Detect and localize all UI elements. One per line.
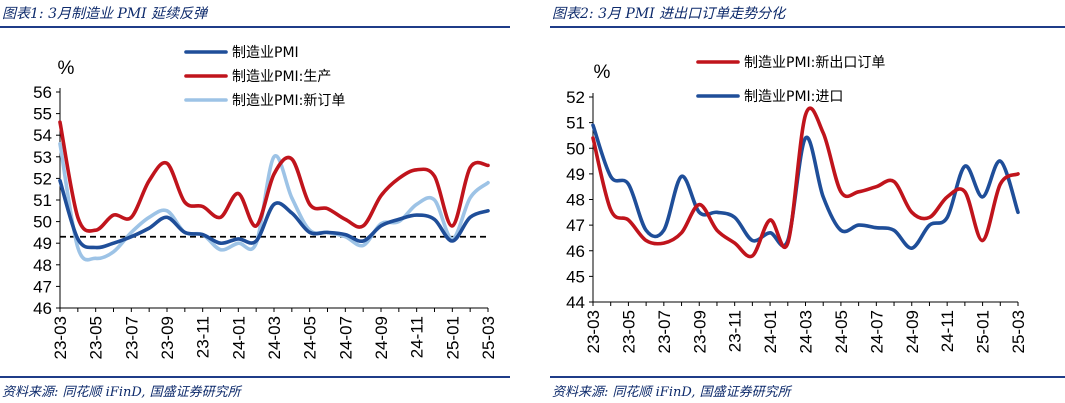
chart-panel-1: 图表1: 3月制造业 PMI 延续反弹 % 46 47 48 49 50 51 52 53 54 5… — [0, 0, 510, 403]
series-line — [58, 120, 490, 233]
legend-label: 制造业PMI:新订单 — [232, 93, 345, 109]
source-rule — [550, 376, 1065, 378]
legend-label: 制造业PMI:新出口订单 — [744, 55, 885, 71]
legend-label: 制造业PMI — [232, 45, 299, 61]
x-tick-label: 24-07 — [336, 316, 355, 359]
y-tick-label: 47 — [33, 277, 52, 296]
series-line — [58, 142, 490, 262]
x-tick-label: 24-05 — [832, 310, 851, 353]
y-tick-label: 48 — [566, 191, 585, 210]
chart-2-plot: % 44 45 46 47 48 49 50 51 52 23-03 23-05 23-07 23-09 2… — [566, 55, 1028, 353]
x-tick-label: 25-03 — [1009, 310, 1028, 353]
y-tick-label: 52 — [566, 88, 585, 107]
chart-panel-2: 图表2: 3月 PMI 进出口订单走势分化 % 44 45 46 47 48 49 50 51 5… — [550, 0, 1065, 403]
y-tick-label: 50 — [566, 139, 585, 158]
legend-label: 制造业PMI:进口 — [744, 89, 843, 105]
y-tick-label: 50 — [33, 213, 52, 232]
y-tick-label: 45 — [566, 267, 585, 286]
y-tick-label: 44 — [566, 293, 585, 312]
y-tick-label: 53 — [33, 148, 52, 167]
x-tick-label: 23-03 — [584, 310, 603, 353]
x-tick-label: 25-01 — [443, 316, 462, 359]
title-rule — [0, 26, 510, 28]
x-tick-label: 24-07 — [867, 310, 886, 353]
title-rule — [550, 26, 1065, 28]
x-tick-label: 23-07 — [655, 310, 674, 353]
series-line — [591, 123, 1020, 250]
x-tick-label: 24-01 — [761, 310, 780, 353]
y-unit-label: % — [594, 62, 611, 83]
y-tick-label: 49 — [566, 165, 585, 184]
x-tick-label: 24-05 — [301, 316, 320, 359]
x-tick-label: 24-01 — [229, 316, 248, 359]
x-tick-label: 24-09 — [903, 310, 922, 353]
x-tick-label: 24-09 — [372, 316, 391, 359]
chart-title: 图表2: 3月 PMI 进出口订单走势分化 — [552, 6, 786, 22]
chart-1-plot: % 46 47 48 49 50 51 52 53 54 55 56 23-03 23-05 23-07 23… — [33, 45, 498, 359]
y-unit-label: % — [58, 58, 75, 79]
y-tick-label: 47 — [566, 216, 585, 235]
legend-label: 制造业PMI:生产 — [232, 69, 331, 85]
x-tick-label: 24-03 — [265, 316, 284, 359]
y-tick-label: 46 — [566, 242, 585, 261]
y-tick-label: 46 — [33, 299, 52, 318]
x-tick-label: 24-03 — [797, 310, 816, 353]
x-tick-label: 23-05 — [619, 310, 638, 353]
x-tick-label: 24-11 — [938, 310, 957, 352]
x-tick-label: 25-01 — [974, 310, 993, 353]
x-tick-label: 23-11 — [726, 310, 745, 352]
source-rule — [0, 376, 510, 378]
y-tick-label: 49 — [33, 234, 52, 253]
chart-source: 资料来源: 同花顺 iFinD, 国盛证券研究所 — [2, 385, 241, 400]
y-tick-label: 51 — [33, 191, 52, 210]
y-tick-label: 51 — [566, 114, 585, 133]
x-tick-label: 24-11 — [408, 316, 427, 358]
x-tick-label: 23-05 — [87, 316, 106, 359]
y-tick-label: 52 — [33, 169, 52, 188]
y-tick-label: 48 — [33, 256, 52, 275]
series-line — [591, 106, 1020, 259]
x-tick-label: 23-11 — [194, 316, 213, 358]
x-tick-label: 23-03 — [51, 316, 70, 359]
chart-source: 资料来源: 同花顺 iFinD, 国盛证券研究所 — [552, 385, 791, 400]
x-tick-label: 23-09 — [158, 316, 177, 359]
y-tick-label: 54 — [33, 126, 52, 145]
y-tick-label: 55 — [33, 105, 52, 124]
x-tick-label: 23-07 — [122, 316, 141, 359]
chart-title: 图表1: 3月制造业 PMI 延续反弹 — [2, 6, 208, 22]
x-tick-label: 23-09 — [690, 310, 709, 353]
x-tick-label: 25-03 — [479, 316, 498, 359]
series-line — [58, 178, 490, 250]
y-tick-label: 56 — [33, 83, 52, 102]
